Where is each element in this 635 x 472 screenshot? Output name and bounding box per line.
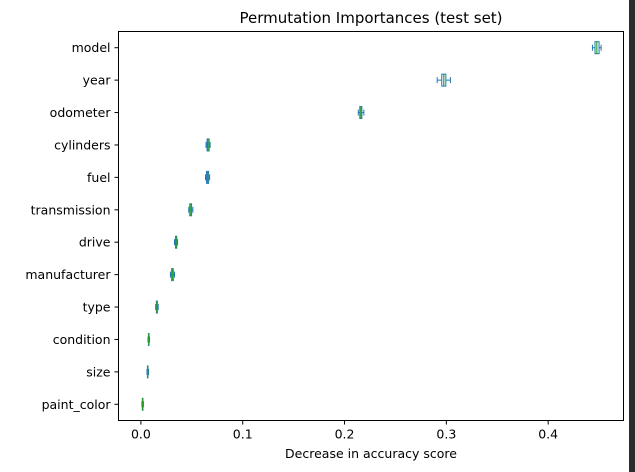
box-model [591, 41, 602, 55]
x-tick-label: 0.1 [233, 427, 253, 442]
box-fuel [205, 170, 211, 184]
y-tick-label: fuel [87, 170, 111, 185]
x-tick-label: 0.3 [436, 427, 456, 442]
box-cylinders [205, 138, 211, 152]
y-tick-label: transmission [31, 202, 111, 217]
box-paint_color [141, 397, 144, 411]
y-tick-label: manufacturer [25, 267, 111, 282]
chart-title: Permutation Importances (test set) [239, 9, 502, 27]
y-tick-label: type [83, 300, 111, 315]
y-tick-label: paint_color [42, 397, 112, 412]
x-axis: 0.0 0.1 0.2 0.3 0.4 [131, 420, 558, 442]
box-transmission [188, 203, 194, 217]
x-axis-label: Decrease in accuracy score [285, 446, 457, 461]
x-tick-label: 0.2 [335, 427, 355, 442]
y-tick-label: year [83, 73, 112, 88]
x-tick-label: 0.4 [538, 427, 558, 442]
box-year [436, 73, 451, 87]
box-condition [147, 332, 151, 346]
axes-frame [118, 31, 624, 421]
box-odometer [357, 106, 365, 120]
box-drive [173, 235, 179, 249]
box-size [146, 365, 150, 379]
y-tick-label: odometer [50, 105, 112, 120]
y-tick-label: drive [79, 235, 111, 250]
window-edge [629, 0, 635, 472]
y-tick-label: size [86, 364, 111, 379]
y-axis: model year odometer cylinders fuel transmissi… [25, 40, 119, 412]
y-tick-label: model [72, 40, 111, 55]
y-tick-label: cylinders [54, 137, 110, 152]
y-tick-label: condition [53, 332, 111, 347]
box-type [155, 300, 159, 314]
box-manufacturer [169, 268, 175, 282]
chart-marks [141, 41, 602, 411]
x-tick-label: 0.0 [131, 427, 151, 442]
